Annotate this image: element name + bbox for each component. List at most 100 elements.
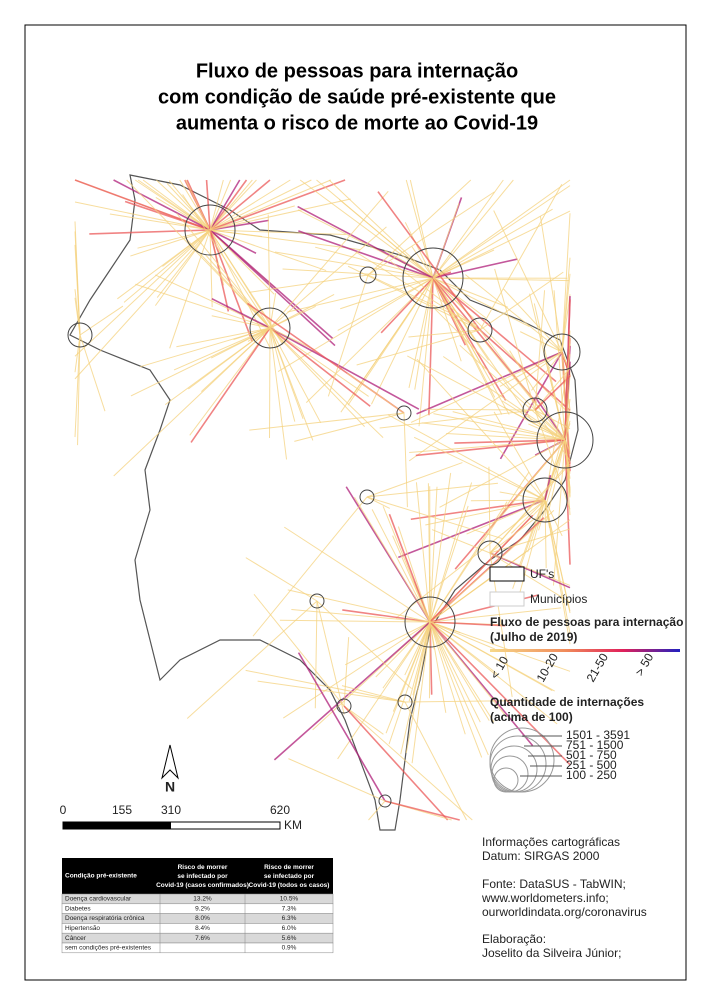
table-header-bg [62, 858, 333, 894]
flow-line [510, 499, 546, 534]
flow-line [173, 327, 271, 371]
flow-line [429, 621, 506, 627]
table-cell: 5.6% [282, 935, 297, 942]
flow-line [209, 229, 275, 295]
flow-line [288, 758, 386, 802]
flow-line [544, 499, 571, 614]
flow-line [408, 277, 434, 388]
flow-line [561, 213, 571, 353]
flow-line [209, 179, 224, 231]
flow-line [501, 400, 566, 441]
flow-line [404, 222, 434, 279]
flow-line [74, 244, 81, 336]
flow-line [439, 439, 566, 508]
flow-line [432, 277, 503, 415]
flow-line [291, 608, 431, 623]
flow-line [489, 552, 571, 586]
flow-line [74, 229, 211, 357]
flow-line [210, 327, 271, 359]
risk-table: Condição pré-existente Risco de morrer se … [61, 858, 334, 954]
info: Fonte: DataSUS - TabWIN; [482, 877, 626, 891]
flow-line [416, 351, 563, 415]
flow-line [528, 423, 566, 441]
flow-line [368, 800, 386, 821]
flow-line [493, 210, 563, 353]
table-row-bg [61, 942, 334, 954]
flow-line [516, 499, 546, 605]
flow-line [367, 179, 472, 276]
flow-line [233, 327, 271, 340]
flow-line [488, 466, 491, 554]
flow-line [211, 315, 271, 329]
table-cell: 7.3% [282, 905, 297, 912]
flow-line [366, 482, 499, 498]
flow-line [429, 621, 483, 758]
info: ourworldindata.org/coronavirus [482, 905, 647, 919]
flow-line [130, 229, 211, 257]
flow-line [452, 411, 566, 441]
flow-line [354, 497, 431, 623]
scale-unit: KM [284, 818, 302, 832]
flow-line [392, 535, 431, 623]
table-cell: 13.2% [193, 896, 212, 903]
flow-line [421, 422, 566, 441]
flow-line [470, 499, 546, 502]
scale-label: 620 [270, 803, 290, 817]
flow-line [390, 261, 481, 331]
flow-line [404, 701, 467, 821]
flow-line [404, 700, 521, 703]
flow-line [74, 334, 81, 373]
flow-line [411, 621, 431, 764]
flow-line [209, 219, 269, 231]
flow-line [392, 621, 431, 712]
flow-line [182, 194, 271, 329]
scale-bar-fill [63, 822, 171, 829]
flow-line [269, 191, 389, 329]
flow-line [379, 409, 536, 429]
flow-line [459, 344, 566, 441]
flow-line [400, 621, 431, 755]
flow-line [179, 179, 211, 231]
legend-uf: UF's [530, 567, 554, 581]
title: Fluxo de pessoas para internação [196, 60, 518, 82]
flow-line [209, 179, 271, 231]
flow-subtitle: (Julho de 2019) [490, 630, 577, 644]
flow-line [297, 205, 434, 279]
flow-line [269, 327, 420, 410]
flow-line [189, 327, 271, 436]
flow-line [405, 179, 434, 279]
flow-line [169, 229, 211, 349]
flow-line [185, 179, 211, 231]
flow-line [135, 283, 271, 329]
flow-line [429, 621, 555, 692]
flow-line [366, 496, 390, 509]
flow-line [465, 274, 563, 353]
flow-line [209, 229, 334, 340]
flow-line [432, 179, 504, 279]
flow-line [489, 517, 536, 554]
flow-line [209, 179, 253, 231]
flow-line [489, 460, 571, 554]
info: www.worldometers.info; [481, 891, 609, 905]
flow-lines [74, 179, 571, 821]
flow-line [429, 482, 473, 623]
hub-circle [359, 489, 375, 505]
flow-line [431, 529, 491, 554]
flow-line [297, 652, 386, 802]
qty-subtitle: (acima de 100) [490, 710, 573, 724]
flow-line [269, 327, 384, 438]
flow-line [204, 254, 271, 329]
flow-line [126, 179, 271, 329]
flow-line [428, 277, 434, 416]
flow-line [429, 621, 490, 721]
flow-line [564, 439, 571, 452]
flow-line [338, 199, 434, 279]
flow-line [539, 216, 563, 353]
hub-circle [359, 266, 377, 284]
flow-line [415, 439, 566, 457]
flow-line [544, 499, 571, 645]
flow-line [209, 229, 257, 254]
flow-line [343, 705, 473, 821]
flow-line [538, 439, 566, 531]
